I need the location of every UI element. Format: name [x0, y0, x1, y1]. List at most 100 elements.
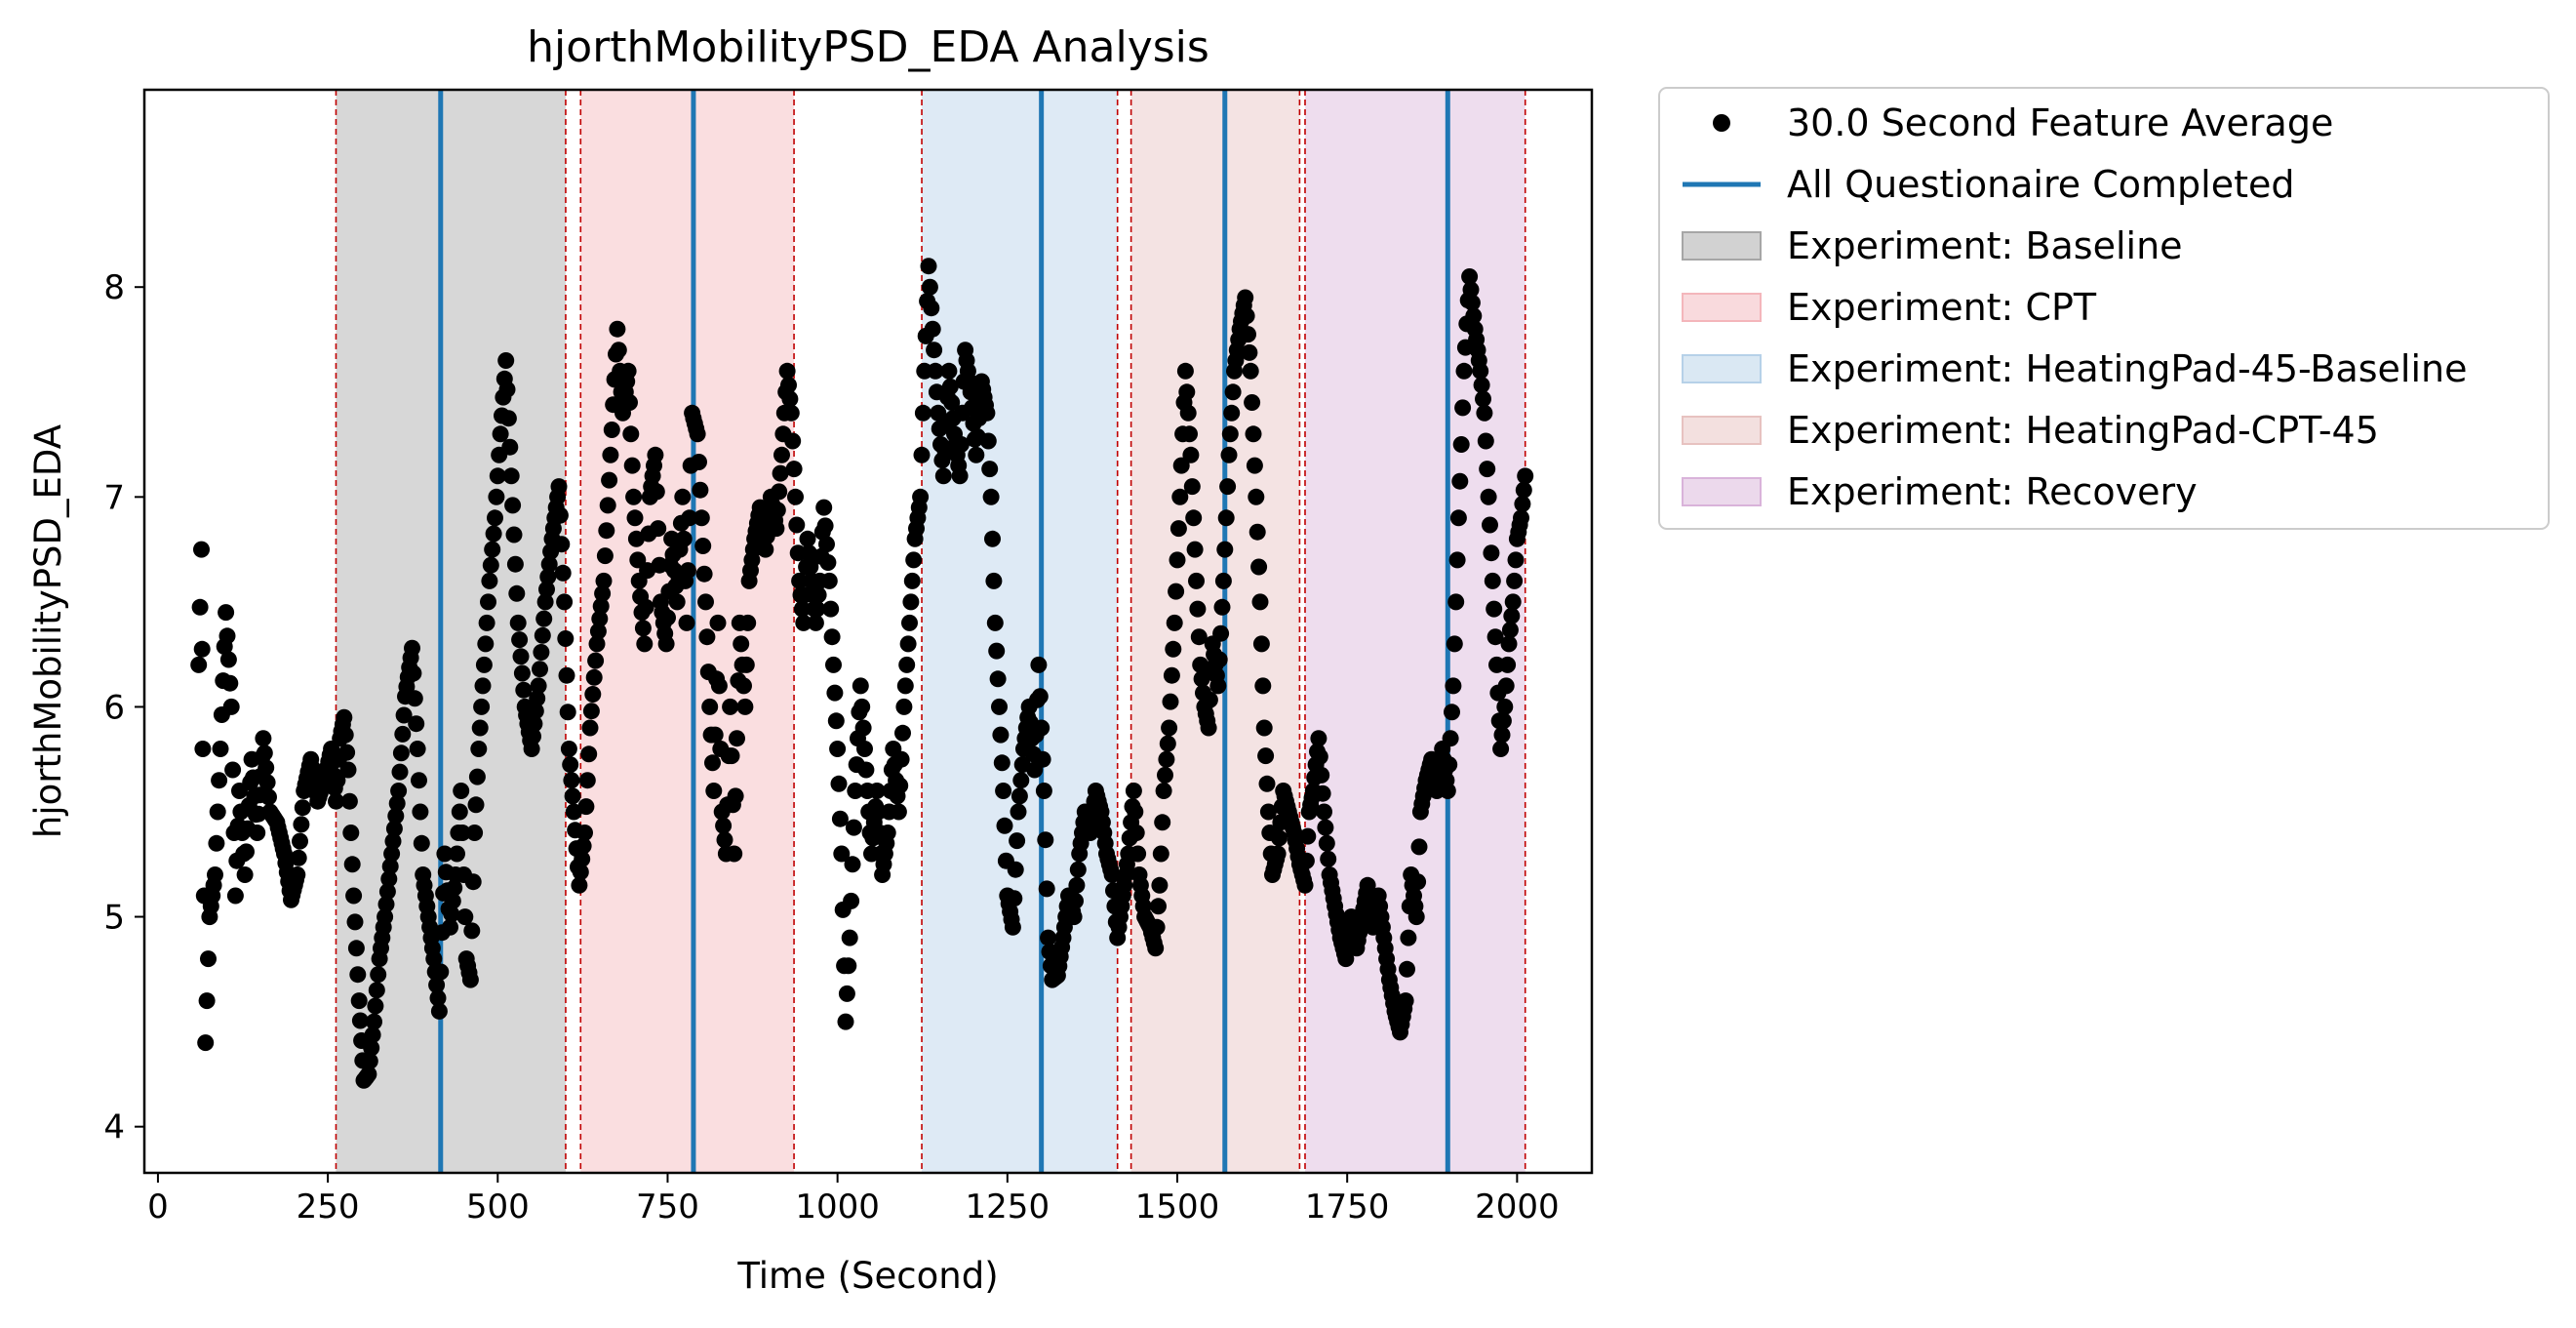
legend-swatch-phase-4: [1682, 477, 1762, 506]
data-point-153: [392, 744, 410, 762]
data-point-136: [370, 966, 387, 984]
data-point-559: [943, 394, 961, 411]
data-point-399: [726, 845, 743, 863]
data-point-943: [1465, 307, 1483, 325]
data-point-445: [788, 516, 806, 534]
data-point-209: [468, 768, 486, 785]
data-point-926: [1442, 730, 1459, 747]
data-point-365: [679, 562, 696, 580]
data-point-978: [1513, 509, 1529, 527]
data-point-216: [478, 614, 495, 631]
data-point-741: [1190, 628, 1208, 646]
data-point-487: [845, 819, 862, 836]
data-point-526: [898, 656, 916, 673]
data-point-759: [1214, 572, 1232, 589]
data-point-300: [591, 610, 609, 627]
data-point-781: [1245, 425, 1262, 443]
data-point-486: [844, 856, 861, 873]
data-point-26: [224, 761, 242, 779]
data-point-465: [815, 499, 833, 516]
data-point-726: [1169, 520, 1187, 538]
data-point-455: [802, 558, 819, 576]
legend-label-phase-3: Experiment: HeatingPad-CPT-45: [1787, 409, 2379, 452]
data-point-250: [525, 728, 541, 745]
data-point-786: [1251, 593, 1269, 611]
data-point-143: [378, 883, 396, 901]
data-point-591: [986, 614, 1004, 631]
data-point-717: [1158, 750, 1175, 768]
plot-area: [142, 88, 1594, 1175]
data-point-488: [847, 783, 864, 799]
data-point-431: [769, 502, 786, 519]
data-point-322: [621, 394, 638, 411]
data-point-447: [791, 572, 809, 589]
data-point-24: [221, 674, 239, 692]
data-point-44: [249, 825, 266, 841]
data-point-196: [451, 803, 468, 821]
data-point-220: [484, 541, 501, 558]
data-point-461: [810, 586, 827, 604]
data-point-304: [596, 547, 614, 565]
data-point-625: [1033, 719, 1050, 737]
data-point-433: [772, 464, 789, 482]
data-point-257: [534, 626, 551, 644]
data-point-965: [1494, 712, 1512, 730]
data-point-13: [207, 866, 223, 883]
data-point-180: [429, 989, 447, 1007]
data-point-387: [709, 614, 727, 631]
data-point-565: [951, 467, 969, 485]
data-point-524: [895, 698, 913, 715]
data-point-594: [991, 698, 1008, 715]
data-point-696: [1129, 845, 1147, 863]
data-point-483: [840, 957, 857, 975]
data-point-105: [329, 772, 346, 789]
data-point-830: [1311, 748, 1328, 765]
data-point-629: [1038, 880, 1055, 898]
data-point-577: [968, 446, 985, 463]
y-tick-label-0: 4: [103, 1108, 125, 1147]
data-point-755: [1209, 677, 1227, 695]
data-point-941: [1462, 281, 1480, 299]
data-point-525: [896, 677, 914, 695]
data-point-16: [211, 772, 228, 789]
data-point-168: [413, 834, 430, 852]
data-point-732: [1178, 383, 1196, 401]
data-point-748: [1200, 719, 1217, 737]
data-point-728: [1172, 457, 1190, 474]
data-point-966: [1496, 698, 1514, 715]
data-point-979: [1514, 496, 1531, 512]
data-point-585: [978, 404, 996, 422]
data-point-589: [984, 530, 1001, 547]
data-point-785: [1250, 558, 1268, 576]
data-point-450: [795, 614, 812, 631]
data-point-928: [1445, 677, 1462, 695]
data-point-408: [737, 656, 755, 673]
data-point-566: [952, 436, 970, 453]
data-point-595: [992, 726, 1010, 744]
data-point-722: [1165, 640, 1182, 658]
data-point-303: [595, 572, 613, 589]
data-point-529: [902, 593, 920, 611]
data-point-477: [831, 810, 849, 827]
data-point-262: [540, 555, 558, 573]
data-point-289: [576, 825, 593, 841]
data-point-142: [377, 896, 395, 913]
data-point-375: [693, 509, 710, 527]
data-point-974: [1507, 551, 1525, 569]
data-point-606: [1007, 861, 1024, 878]
data-point-968: [1499, 656, 1517, 673]
data-point-835: [1318, 834, 1335, 852]
data-point-760: [1216, 541, 1234, 558]
data-point-235: [504, 497, 522, 514]
data-point-219: [482, 556, 499, 574]
x-axis-title: Time (Second): [736, 1255, 998, 1297]
data-point-53: [260, 788, 277, 806]
data-point-932: [1449, 509, 1467, 527]
data-point-972: [1504, 593, 1522, 611]
data-point-302: [594, 584, 612, 602]
data-point-276: [559, 704, 576, 721]
data-point-212: [473, 698, 491, 715]
data-point-438: [778, 362, 796, 380]
data-point-379: [698, 628, 716, 646]
data-point-144: [380, 870, 398, 888]
